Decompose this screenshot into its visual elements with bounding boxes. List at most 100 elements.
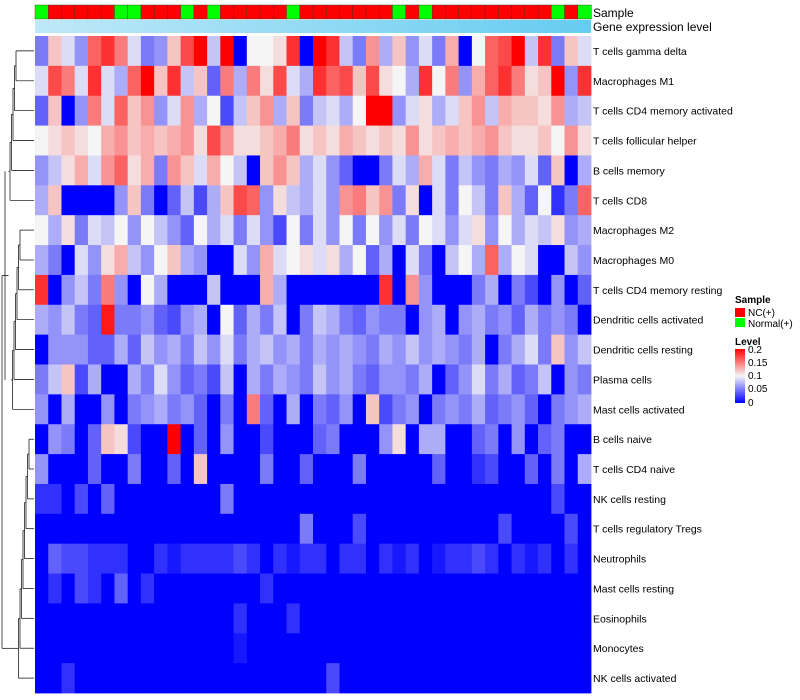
heatmap-cell (392, 573, 407, 604)
heatmap-cell (352, 155, 367, 186)
heatmap-cell (577, 65, 592, 97)
heatmap-cell (551, 513, 565, 545)
heatmap-cell (471, 394, 486, 425)
heatmap-cell (418, 95, 433, 126)
heatmap-cell (246, 185, 261, 216)
level-tick-0-05: 0.05 (748, 384, 768, 395)
heatmap-cell (140, 125, 155, 156)
heatmap-cell (273, 394, 287, 425)
heatmap-cell (313, 394, 327, 425)
heatmap-cell (127, 454, 142, 485)
heatmap-cell (445, 304, 460, 336)
heatmap-cell (498, 215, 512, 246)
heatmap-cell (313, 125, 327, 156)
heatmap-cell (379, 663, 393, 694)
heatmap-cell (326, 573, 340, 604)
heatmap-cell (74, 394, 89, 425)
heatmap-cell (352, 573, 367, 604)
heatmap-cell (140, 334, 155, 365)
heatmap-cell (485, 663, 499, 694)
heatmap-cell (445, 513, 460, 545)
heatmap-cell (299, 125, 314, 156)
heatmap-cell (101, 185, 115, 216)
heatmap-cell (273, 36, 287, 67)
heatmap-cell (577, 185, 592, 216)
heatmap-cell (87, 573, 102, 604)
heatmap-cell (564, 185, 579, 216)
heatmap-cell (87, 364, 102, 395)
level-tick-0-1: 0.1 (748, 371, 762, 382)
heatmap-cell (432, 215, 446, 246)
heatmap-cell (471, 125, 486, 156)
heatmap-cell (286, 573, 301, 604)
heatmap-cell (405, 304, 420, 336)
sample-annotation-cell (48, 4, 63, 20)
heatmap-cell (61, 394, 76, 425)
heatmap-cell (101, 334, 115, 365)
row-label: Mast cells resting (593, 584, 674, 596)
heatmap-cell (405, 603, 420, 634)
heatmap-cell (511, 603, 526, 634)
heatmap-cell (180, 513, 195, 545)
heatmap-cell (538, 65, 552, 97)
heatmap-cell (405, 364, 420, 395)
heatmap-cell (326, 633, 340, 664)
heatmap-cell (193, 245, 208, 276)
heatmap-cell (299, 513, 314, 545)
heatmap-cell (74, 454, 89, 485)
heatmap-cell (564, 274, 579, 306)
heatmap-cell (61, 633, 76, 664)
heatmap-cell (286, 304, 301, 336)
row-label: Dendritic cells resting (593, 345, 693, 357)
heatmap-cell (405, 573, 420, 604)
heatmap-cell (458, 274, 473, 306)
heatmap-cell (140, 454, 155, 485)
heatmap-cell (326, 603, 340, 634)
heatmap-cell (313, 573, 327, 604)
heatmap-cell (471, 36, 486, 67)
heatmap-cell (101, 215, 115, 246)
heatmap-cell (246, 95, 261, 126)
heatmap-cell (485, 155, 499, 186)
heatmap-cell (154, 603, 168, 634)
heatmap-cell (445, 633, 460, 664)
heatmap-cell (511, 543, 526, 574)
sample-annotation-cell (352, 4, 367, 20)
heatmap-cell (273, 513, 287, 545)
heatmap-cell (87, 424, 102, 455)
heatmap-cell (207, 155, 221, 186)
heatmap-cell (445, 483, 460, 515)
heatmap-cell (61, 245, 76, 276)
heatmap-cell (193, 483, 208, 515)
heatmap-cell (233, 394, 248, 425)
heatmap-cell (339, 125, 354, 156)
heatmap-cell (498, 513, 512, 545)
heatmap-cell (445, 65, 460, 97)
heatmap-cell (127, 304, 142, 336)
heatmap-cell (313, 364, 327, 395)
heatmap-cell (564, 304, 579, 336)
row-label: Macrophages M2 (593, 225, 674, 237)
heatmap-cell (246, 513, 261, 545)
heatmap-cell (538, 364, 552, 395)
heatmap-cell (564, 125, 579, 156)
heatmap-cell (101, 454, 115, 485)
heatmap-cell (445, 394, 460, 425)
heatmap-cell (551, 573, 565, 604)
heatmap-cell (154, 245, 168, 276)
heatmap-cell (260, 633, 274, 664)
heatmap-cell (87, 65, 102, 97)
heatmap-cell (273, 424, 287, 455)
heatmap-cell (339, 36, 354, 67)
heatmap-cell (299, 543, 314, 574)
heatmap-cell (87, 543, 102, 574)
heatmap-cell (286, 125, 301, 156)
heatmap-cell (207, 274, 221, 306)
heatmap-cell (180, 125, 195, 156)
heatmap-cell (498, 543, 512, 574)
heatmap-cell (485, 454, 499, 485)
heatmap-cell (167, 245, 182, 276)
heatmap-cell (35, 125, 49, 156)
heatmap-cell (207, 483, 221, 515)
